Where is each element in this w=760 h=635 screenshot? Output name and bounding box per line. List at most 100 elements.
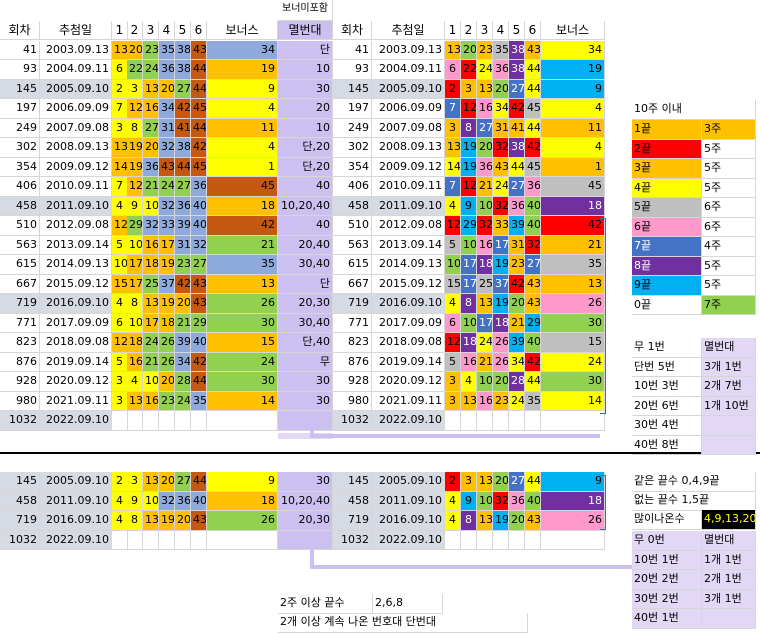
missing-band[interactable]: 단 bbox=[278, 40, 333, 60]
right-ball-number[interactable]: 19 bbox=[493, 255, 509, 275]
legend-end-digit[interactable]: 2끝 bbox=[632, 139, 702, 159]
round-number[interactable]: 615 bbox=[333, 255, 372, 275]
stats1-right-cell[interactable] bbox=[702, 435, 756, 455]
legend-title[interactable]: 10주 이내 bbox=[632, 100, 756, 120]
left-ball-number[interactable]: 3 bbox=[112, 372, 128, 392]
right-ball-number[interactable]: 25 bbox=[477, 274, 493, 294]
right-ball-number[interactable]: 16 bbox=[477, 391, 493, 411]
round-number[interactable]: 563 bbox=[333, 235, 372, 255]
frequent-value[interactable]: 4,9,13,20 bbox=[702, 510, 756, 530]
right-bonus-number[interactable]: 1 bbox=[541, 157, 605, 177]
right-ball-number[interactable]: 8 bbox=[461, 118, 477, 138]
round-number[interactable]: 771 bbox=[0, 313, 40, 333]
left-ball-number[interactable]: 33 bbox=[159, 216, 175, 236]
left-ball-number[interactable]: 8 bbox=[127, 118, 143, 138]
left-ball-number[interactable]: 19 bbox=[159, 511, 175, 531]
left-bonus-number[interactable]: 21 bbox=[207, 235, 278, 255]
right-ball-number[interactable]: 44 bbox=[525, 472, 541, 492]
left-ball-number[interactable]: 2 bbox=[112, 472, 128, 492]
left-ball-number[interactable]: 17 bbox=[127, 274, 143, 294]
round-number[interactable]: 1032 bbox=[333, 530, 372, 550]
left-bonus-number[interactable]: 4 bbox=[207, 138, 278, 158]
right-ball-number[interactable]: 23 bbox=[509, 255, 525, 275]
stats1-right-cell[interactable]: 3개 1번 bbox=[702, 357, 756, 377]
round-number[interactable]: 145 bbox=[333, 79, 372, 99]
legend-weeks[interactable]: 6주 bbox=[702, 217, 756, 237]
right-ball-number[interactable]: 27 bbox=[525, 255, 541, 275]
right-ball-number[interactable]: 13 bbox=[461, 391, 477, 411]
right-ball-number[interactable]: 18 bbox=[493, 313, 509, 333]
left-bonus-number[interactable]: 34 bbox=[207, 40, 278, 60]
left-ball-number[interactable]: 18 bbox=[143, 255, 159, 275]
round-number[interactable]: 980 bbox=[0, 391, 40, 411]
stats2-right-cell[interactable]: 멸번대 bbox=[702, 531, 756, 551]
left-ball-number[interactable]: 27 bbox=[175, 177, 191, 197]
missing-band[interactable]: 30,40 bbox=[278, 255, 333, 275]
right-ball-number[interactable]: 20 bbox=[493, 372, 509, 392]
right-bonus-number[interactable]: 26 bbox=[541, 294, 605, 314]
right-ball-number[interactable] bbox=[477, 411, 493, 431]
draw-date[interactable]: 2005.09.10 bbox=[40, 79, 112, 99]
right-header-date[interactable]: 추첨일 bbox=[372, 21, 445, 40]
draw-date[interactable]: 2004.09.11 bbox=[40, 60, 112, 80]
left-header-num-1[interactable]: 1 bbox=[112, 21, 128, 40]
right-ball-number[interactable] bbox=[493, 411, 509, 431]
right-ball-number[interactable]: 44 bbox=[525, 60, 541, 80]
left-ball-number[interactable]: 43 bbox=[159, 157, 175, 177]
right-ball-number[interactable]: 42 bbox=[525, 352, 541, 372]
left-ball-number[interactable]: 32 bbox=[143, 216, 159, 236]
right-ball-number[interactable]: 5 bbox=[445, 352, 461, 372]
left-ball-number[interactable]: 16 bbox=[143, 235, 159, 255]
legend-end-digit[interactable]: 3끝 bbox=[632, 159, 702, 179]
right-ball-number[interactable] bbox=[509, 411, 525, 431]
stats1-left-cell[interactable]: 30번 4번 bbox=[632, 416, 702, 436]
draw-date[interactable]: 2015.09.12 bbox=[40, 274, 112, 294]
missing-band[interactable]: 단 bbox=[278, 274, 333, 294]
legend-weeks[interactable]: 5주 bbox=[702, 178, 756, 198]
round-number[interactable]: 458 bbox=[0, 491, 40, 511]
right-ball-number[interactable]: 7 bbox=[445, 177, 461, 197]
left-ball-number[interactable]: 26 bbox=[159, 352, 175, 372]
right-header-num-3[interactable]: 3 bbox=[477, 21, 493, 40]
left-ball-number[interactable]: 13 bbox=[143, 294, 159, 314]
left-ball-number[interactable]: 34 bbox=[159, 99, 175, 119]
right-bonus-number[interactable]: 18 bbox=[541, 196, 605, 216]
left-ball-number[interactable]: 20 bbox=[159, 372, 175, 392]
missing-end-note[interactable]: 없는 끝수 1,5끝 bbox=[632, 491, 756, 511]
right-bonus-number[interactable]: 21 bbox=[541, 235, 605, 255]
draw-date[interactable]: 2006.09.09 bbox=[372, 99, 445, 119]
draw-date[interactable]: 2019.09.14 bbox=[372, 352, 445, 372]
right-ball-number[interactable] bbox=[445, 530, 461, 550]
left-ball-number[interactable]: 7 bbox=[112, 99, 128, 119]
stats1-right-cell[interactable]: 1개 10번 bbox=[702, 396, 756, 416]
right-ball-number[interactable]: 36 bbox=[477, 157, 493, 177]
stats1-left-cell[interactable]: 20번 6번 bbox=[632, 396, 702, 416]
round-number[interactable]: 1032 bbox=[0, 411, 40, 431]
draw-date[interactable]: 2011.09.10 bbox=[40, 491, 112, 511]
left-ball-number[interactable]: 43 bbox=[191, 274, 207, 294]
left-ball-number[interactable]: 42 bbox=[175, 274, 191, 294]
right-ball-number[interactable]: 12 bbox=[445, 333, 461, 353]
legend-weeks[interactable]: 5주 bbox=[702, 276, 756, 296]
right-ball-number[interactable]: 13 bbox=[477, 472, 493, 492]
right-bonus-number[interactable]: 26 bbox=[541, 511, 605, 531]
right-ball-number[interactable]: 24 bbox=[509, 391, 525, 411]
missing-band[interactable]: 20 bbox=[278, 99, 333, 119]
stats2-right-cell[interactable]: 3개 1번 bbox=[702, 589, 756, 609]
right-bonus-number[interactable]: 4 bbox=[541, 138, 605, 158]
right-ball-number[interactable]: 12 bbox=[461, 177, 477, 197]
right-ball-number[interactable] bbox=[461, 530, 477, 550]
draw-date[interactable]: 2007.09.08 bbox=[372, 118, 445, 138]
right-header-num-6[interactable]: 6 bbox=[525, 21, 541, 40]
left-ball-number[interactable]: 21 bbox=[143, 352, 159, 372]
right-ball-number[interactable]: 21 bbox=[477, 352, 493, 372]
draw-date[interactable]: 2012.09.08 bbox=[40, 216, 112, 236]
legend-end-digit[interactable]: 6끝 bbox=[632, 217, 702, 237]
round-number[interactable]: 876 bbox=[333, 352, 372, 372]
round-number[interactable]: 823 bbox=[333, 333, 372, 353]
right-ball-number[interactable] bbox=[525, 530, 541, 550]
right-ball-number[interactable]: 15 bbox=[445, 274, 461, 294]
right-bonus-number[interactable]: 15 bbox=[541, 333, 605, 353]
right-ball-number[interactable]: 41 bbox=[509, 118, 525, 138]
right-ball-number[interactable]: 44 bbox=[525, 372, 541, 392]
